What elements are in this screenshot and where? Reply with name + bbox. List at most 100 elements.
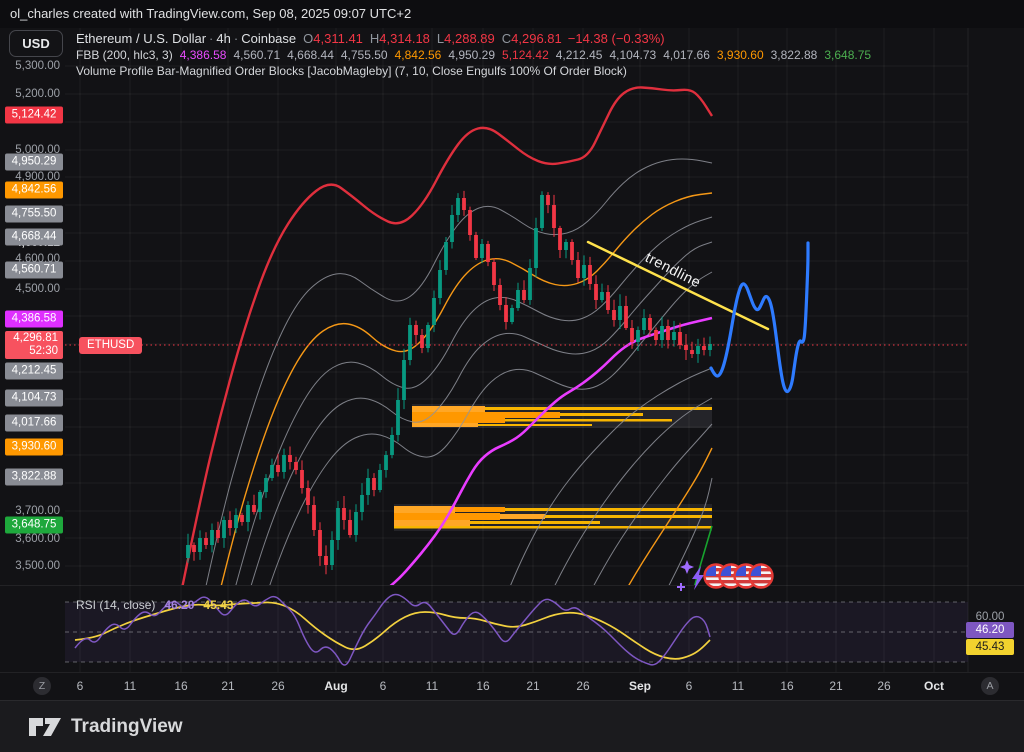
rsi-label: RSI (14, close) <box>76 598 156 612</box>
price-level-badge: 4,017.66 <box>5 414 63 432</box>
time-axis-label: 26 <box>877 679 891 693</box>
fbb-band-basis-4386 <box>389 316 713 585</box>
fbb-band-lower-4212 <box>510 367 713 585</box>
current-price-badge: 4,296.81 52:30 <box>5 331 63 359</box>
bottom-bar: TradingView <box>0 700 1024 752</box>
time-axis-edge-marker[interactable]: A <box>981 677 999 695</box>
time-axis-label: 11 <box>731 679 745 693</box>
currency-toggle-button[interactable]: USD <box>9 30 63 57</box>
rsi-value: 46.20 <box>164 598 195 612</box>
watermark-bar: ol_charles created with TradingView.com,… <box>0 0 1024 28</box>
time-axis-label: 11 <box>425 679 439 693</box>
volume-profile-bar <box>412 406 485 412</box>
time-axis-label: 6 <box>76 679 84 693</box>
price-axis-label: 4,900.00 <box>15 171 60 183</box>
time-axis-label: 26 <box>576 679 590 693</box>
trendline-drawing[interactable] <box>586 240 770 331</box>
tradingview-logo-text[interactable]: TradingView <box>71 716 183 737</box>
fbb-band-upper-4560 <box>269 271 713 585</box>
volume-profile-bar <box>478 424 592 426</box>
time-axis-label: Aug <box>324 679 348 693</box>
volume-profile-bar <box>485 407 712 410</box>
price-level-badge: 4,212.45 <box>5 362 63 380</box>
fbb-bands <box>181 86 714 585</box>
time-axis-label: Sep <box>628 679 652 693</box>
rsi-axis-label: 60.00 <box>975 611 1005 623</box>
time-axis-label: 11 <box>123 679 137 693</box>
volume-profile-bar <box>412 412 560 418</box>
price-level-badge: 4,560.71 <box>5 261 63 279</box>
time-axis-label: 16 <box>476 679 490 693</box>
price-level-badge: 4,755.50 <box>5 205 63 223</box>
candlestick-series <box>186 190 712 575</box>
price-axis-label: 5,000.00 <box>15 144 60 156</box>
rsi-value-badge: 46.20 <box>966 622 1014 638</box>
sticker-cluster[interactable] <box>677 560 774 591</box>
time-axis-label: 6 <box>685 679 693 693</box>
volume-profile-bar <box>394 520 470 526</box>
rsi-pane <box>65 593 968 666</box>
order-blocks <box>394 404 712 531</box>
rsi-legend[interactable]: RSI (14, close) 46.20 45.43 <box>76 598 233 612</box>
time-axis-label: 21 <box>829 679 843 693</box>
time-axis-label: 21 <box>526 679 540 693</box>
fbb-band-lower-3648 <box>694 525 713 585</box>
volume-profile-bar <box>412 423 478 427</box>
fbb-band-upper-4668 <box>250 241 713 585</box>
rsi-ma-value: 45.43 <box>203 598 234 612</box>
price-axis-label: 5,200.00 <box>15 88 60 100</box>
volume-profile-bar <box>545 515 712 518</box>
volume-profile-bar <box>505 508 712 511</box>
grid <box>0 28 1024 673</box>
fbb-band-lower-3822 <box>668 477 713 585</box>
price-level-badge: 3,822.88 <box>5 468 63 486</box>
rsi-value-badge: 45.43 <box>966 639 1014 655</box>
current-price-value: 4,296.81 <box>13 332 58 344</box>
plus-icon <box>677 583 685 591</box>
price-level-badge: 4,386.58 <box>5 310 63 328</box>
fbb-band-lower-4017 <box>593 423 713 585</box>
fbb-band-upper-5124 <box>181 86 714 585</box>
time-axis-edge-marker[interactable]: Z <box>33 677 51 695</box>
price-axis-label: 3,700.00 <box>15 505 60 517</box>
fbb-band-upper-4950 <box>205 158 713 585</box>
volume-profile-bar <box>470 521 600 524</box>
price-axis-label: 3,500.00 <box>15 560 60 572</box>
price-axis-label: 3,600.00 <box>15 533 60 545</box>
volume-profile-bar <box>500 514 545 519</box>
price-level-badge: 4,104.73 <box>5 389 63 407</box>
time-axis-label: Oct <box>923 679 945 693</box>
volume-profile-bar <box>505 419 672 422</box>
volume-profile-bar <box>394 506 455 513</box>
sparkle-icon <box>680 560 694 574</box>
volume-profile-bar <box>455 507 505 512</box>
lightning-icon <box>692 566 704 590</box>
volume-profile-bar <box>560 413 643 416</box>
price-level-badge: 3,648.75 <box>5 516 63 534</box>
watermark-text: ol_charles created with TradingView.com,… <box>10 6 412 21</box>
price-level-badge: 4,842.56 <box>5 181 63 199</box>
time-axis-label: 21 <box>221 679 235 693</box>
bar-countdown: 52:30 <box>29 345 58 357</box>
price-level-badge: 4,668.44 <box>5 228 63 246</box>
price-level-badge: 3,930.60 <box>5 438 63 456</box>
volume-profile-bar <box>412 418 505 423</box>
time-axis-label: 16 <box>174 679 188 693</box>
price-level-badge: 4,950.29 <box>5 153 63 171</box>
blue-projection-drawing[interactable] <box>709 241 810 394</box>
rsi-line <box>74 593 711 666</box>
volume-profile-bar <box>394 526 712 529</box>
price-level-badge: 5,124.42 <box>5 106 63 124</box>
symbol-price-flag: ETHUSD <box>79 337 143 354</box>
time-axis-label: 6 <box>379 679 387 693</box>
price-axis-label: 4,500.00 <box>15 283 60 295</box>
fbb-band-upper-4842 <box>220 192 713 585</box>
fbb-band-lower-3930 <box>628 447 713 585</box>
fbb-band-upper-4755 <box>235 216 713 585</box>
fbb-band-lower-4104 <box>554 397 713 585</box>
time-axis-label: 16 <box>780 679 794 693</box>
time-axis-label: 26 <box>271 679 285 693</box>
tradingview-logo-icon[interactable] <box>28 714 62 740</box>
